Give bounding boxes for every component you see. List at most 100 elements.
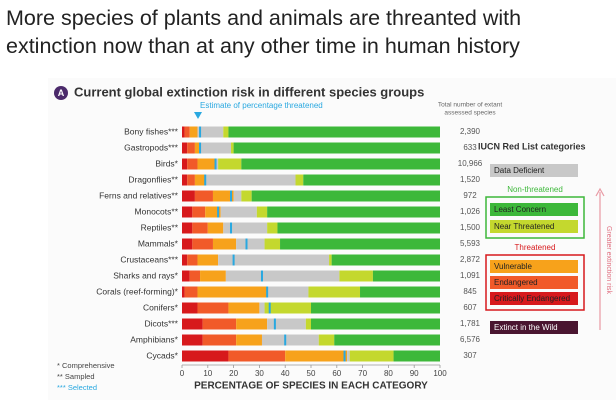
bar-segment (182, 142, 188, 154)
legend-swatch (490, 276, 578, 289)
legend-label: Critically Endangered (494, 294, 570, 303)
bar-segment (334, 334, 440, 346)
bar-segment (308, 286, 361, 298)
estimate-label: Estimate of percentage threatened (200, 101, 323, 110)
bar-segment (182, 286, 185, 298)
footnote: *** Selected (57, 383, 97, 392)
bar-segment (223, 222, 268, 234)
slide-title-line: extinction now than at any other time in… (6, 34, 520, 58)
slide-title: More species of plants and animals are t… (6, 4, 612, 60)
bar-segment (295, 174, 304, 186)
x-tick-label: 40 (281, 369, 290, 378)
x-tick-label: 0 (180, 369, 185, 378)
category-label: Dragonflies** (128, 174, 178, 184)
bar-segment (303, 174, 440, 186)
legend-swatch (490, 203, 578, 216)
bar-segment (187, 254, 198, 266)
category-label: Gastropods*** (124, 142, 179, 152)
bar-segment (233, 142, 440, 154)
bar-segment (267, 318, 306, 330)
total-label: 2,872 (460, 255, 481, 264)
bar-segment (182, 318, 203, 330)
legend-swatch (490, 321, 578, 334)
category-label: Birds* (155, 158, 178, 168)
x-tick-label: 10 (203, 369, 212, 378)
bar-segment (261, 334, 319, 346)
bar-segment (251, 190, 440, 202)
total-label: 1,500 (460, 223, 481, 232)
category-label: Dicots*** (144, 318, 178, 328)
bar-segment (267, 222, 278, 234)
bar-segment (267, 286, 309, 298)
bar-segment (200, 142, 232, 154)
x-tick-label: 90 (410, 369, 419, 378)
legend-group-label: Non-threatened (507, 185, 563, 194)
legend-label: Endangered (494, 278, 538, 287)
legend-label: Extinct in the Wild (494, 323, 558, 332)
bar-segment (194, 174, 206, 186)
bar-segment (372, 270, 440, 282)
bar-segment (223, 126, 229, 138)
bar-segment (182, 126, 185, 138)
bar-segment (182, 158, 188, 170)
total-label: 845 (463, 287, 477, 296)
bar-segment (197, 286, 268, 298)
bar-segment (182, 302, 198, 314)
total-label: 2,390 (460, 127, 481, 136)
bar-segment (311, 302, 440, 314)
bar-segment (228, 302, 260, 314)
total-label: 607 (463, 303, 477, 312)
x-tick-label: 80 (384, 369, 393, 378)
bar-segment (197, 126, 224, 138)
legend-group-label: Threatened (515, 243, 556, 252)
bar-segment (236, 318, 268, 330)
bar-segment (329, 254, 332, 266)
bar-segment (182, 222, 193, 234)
x-tick-label: 70 (358, 369, 367, 378)
category-label: Cycads* (146, 350, 178, 360)
bar-segment (228, 350, 286, 362)
category-label: Reptiles** (141, 222, 179, 232)
x-tick-label: 30 (255, 369, 264, 378)
bar-segment (202, 334, 237, 346)
bar-segment (218, 158, 242, 170)
bar-segment (194, 142, 201, 154)
legend-group-box (485, 254, 585, 311)
bar-segment (182, 350, 229, 362)
bar-segment (311, 318, 440, 330)
category-label: Mammals* (138, 238, 179, 248)
legend-swatch (490, 292, 578, 305)
total-label: 1,091 (460, 271, 481, 280)
bar-segment (256, 206, 268, 218)
bar-segment (241, 190, 252, 202)
bar-segment (182, 190, 195, 202)
bar-segment (202, 318, 237, 330)
bar-segment (197, 302, 229, 314)
bar-segment (264, 302, 311, 314)
total-label: 6,576 (460, 335, 481, 344)
bar-segment (264, 238, 281, 250)
bar-segment (349, 350, 394, 362)
bar-segment (231, 142, 234, 154)
total-label: 1,520 (460, 175, 481, 184)
slide-title-line: More species of plants and animals are t… (6, 6, 522, 30)
total-label: 1,026 (460, 207, 481, 216)
category-label: Conifers* (143, 302, 179, 312)
bar-segment (339, 270, 373, 282)
legend-label: Near Threatened (494, 222, 554, 231)
bar-segment (200, 270, 226, 282)
category-label: Ferns and relatives** (99, 190, 179, 200)
bar-segment (225, 270, 340, 282)
bar-segment (182, 270, 190, 282)
bar-segment (259, 302, 265, 314)
bar-segment (187, 142, 195, 154)
bar-segment (360, 286, 440, 298)
bar-segment (205, 206, 221, 218)
x-axis-label: PERCENTAGE OF SPECIES IN EACH CATEGORY (194, 381, 428, 392)
bar-segment (215, 158, 219, 170)
x-tick-label: 20 (229, 369, 238, 378)
legend-title: IUCN Red List categories (478, 141, 586, 151)
bar-segment (236, 334, 262, 346)
bar-segment (197, 254, 219, 266)
